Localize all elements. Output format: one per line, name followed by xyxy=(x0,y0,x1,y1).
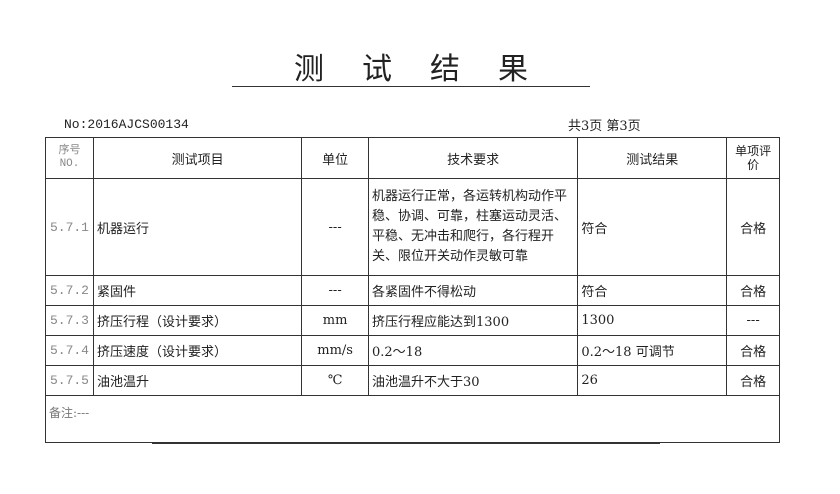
header-seq: 序号 NO. xyxy=(45,137,94,179)
header-item: 测试项目 xyxy=(92,137,303,179)
cell-requirement: 0.2～18 xyxy=(367,335,579,366)
cell-seq: 5.7.3 xyxy=(45,305,94,336)
cell-seq: 5.7.1 xyxy=(45,178,94,276)
cell-unit: ℃ xyxy=(301,365,369,396)
cell-unit: mm xyxy=(301,305,369,336)
cell-evaluation: --- xyxy=(726,305,780,336)
cell-result: 26 xyxy=(577,365,728,396)
cell-evaluation: 合格 xyxy=(726,275,780,306)
header-row: 序号 NO. 测试项目 单位 技术要求 测试结果 单项评价 xyxy=(45,137,780,179)
cell-evaluation: 合格 xyxy=(726,178,780,276)
cell-result: 0.2～18 可调节 xyxy=(577,335,728,366)
table-row: 5.7.4 挤压速度（设计要求） mm/s 0.2～18 0.2～18 可调节 … xyxy=(45,335,780,366)
header-evaluation: 单项评价 xyxy=(726,137,780,179)
table-row: 5.7.2 紧固件 --- 各紧固件不得松动 符合 合格 xyxy=(45,275,780,306)
requirement-text: 机器运行正常，各运转机构动作平稳、协调、可靠，柱塞运动灵活、平稳、无冲击和爬行，… xyxy=(372,189,568,264)
table-row: 5.7.5 油池温升 ℃ 油池温升不大于30 26 合格 xyxy=(45,365,780,396)
cell-item: 油池温升 xyxy=(92,365,303,396)
cell-seq: 5.7.5 xyxy=(45,365,94,396)
cell-result: 符合 xyxy=(577,275,728,306)
cell-evaluation: 合格 xyxy=(726,335,780,366)
cell-requirement: 各紧固件不得松动 xyxy=(367,275,579,306)
cell-item: 紧固件 xyxy=(92,275,303,306)
table-row: 5.7.1 机器运行 --- 机器运行正常，各运转机构动作平稳、协调、可靠，柱塞… xyxy=(45,178,780,276)
cell-seq: 5.7.4 xyxy=(45,335,94,366)
bottom-divider xyxy=(152,443,660,444)
cell-requirement: 机器运行正常，各运转机构动作平稳、协调、可靠，柱塞运动灵活、平稳、无冲击和爬行，… xyxy=(367,178,579,276)
remark-row: 备注:--- xyxy=(45,395,780,443)
header-result: 测试结果 xyxy=(577,137,728,179)
page-count: 共3页 第3页 xyxy=(568,119,641,134)
cell-result: 符合 xyxy=(577,178,728,276)
cell-unit: --- xyxy=(301,275,369,306)
document-number: No:2016AJCS00134 xyxy=(64,117,189,132)
header-unit: 单位 xyxy=(301,137,369,179)
cell-seq: 5.7.2 xyxy=(45,275,94,306)
page-title: 测试结果 xyxy=(294,52,566,87)
cell-requirement: 油池温升不大于30 xyxy=(367,365,579,396)
cell-item: 机器运行 xyxy=(92,178,303,276)
cell-unit: mm/s xyxy=(301,335,369,366)
title-underline xyxy=(232,86,590,87)
cell-evaluation: 合格 xyxy=(726,365,780,396)
cell-unit: --- xyxy=(301,178,369,276)
header-requirement: 技术要求 xyxy=(367,137,579,179)
cell-item: 挤压行程（设计要求） xyxy=(92,305,303,336)
table-row: 5.7.3 挤压行程（设计要求） mm 挤压行程应能达到1300 1300 --… xyxy=(45,305,780,336)
cell-result: 1300 xyxy=(577,305,728,336)
cell-requirement: 挤压行程应能达到1300 xyxy=(367,305,579,336)
cell-item: 挤压速度（设计要求） xyxy=(92,335,303,366)
remark-cell: 备注:--- xyxy=(45,395,780,443)
results-table: 序号 NO. 测试项目 单位 技术要求 测试结果 单项评价 5.7.1 机器运行… xyxy=(45,137,780,443)
